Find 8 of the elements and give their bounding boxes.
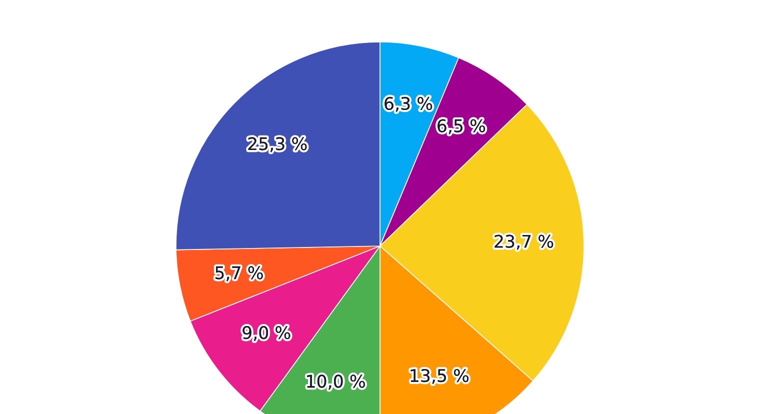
- data-label: 10,0 %: [307, 374, 365, 390]
- data-label: 9,0 %: [242, 326, 290, 341]
- data-label: 5,7 %: [216, 266, 263, 282]
- data-label: 25,3 %: [248, 137, 307, 152]
- data-label: 6,5 %: [438, 119, 486, 134]
- data-label: 13,5 %: [410, 368, 469, 384]
- data-label: 6,3 %: [384, 96, 432, 112]
- data-label: 23,7 %: [494, 234, 554, 250]
